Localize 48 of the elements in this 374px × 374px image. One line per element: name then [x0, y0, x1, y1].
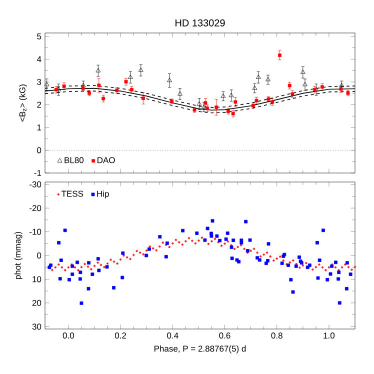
point — [142, 96, 145, 100]
y-tick-label: 1 — [37, 124, 42, 130]
x-axis-title: Phase, P = 2.88767(5) d — [154, 345, 246, 354]
y-tick-label: 4 — [36, 56, 42, 62]
point — [220, 93, 226, 98]
point — [80, 82, 86, 88]
y-tick-label: 0 — [37, 147, 42, 154]
y-tick-label: 5 — [37, 33, 42, 40]
x-tick-label: 1.0 — [324, 332, 335, 339]
y-tick-label: -20 — [30, 205, 42, 212]
point — [138, 68, 144, 72]
legend-label: DAO — [98, 157, 115, 164]
point — [214, 106, 218, 109]
point — [128, 74, 133, 79]
y-tick-label: 20 — [32, 300, 42, 306]
legend-label: Hip — [97, 190, 109, 199]
point — [56, 86, 61, 92]
chart-title: HD 133029 — [176, 19, 225, 26]
point — [266, 76, 270, 82]
point — [302, 82, 308, 86]
y-tick-label: 30 — [32, 324, 42, 330]
y-axis-title: <B$_{z}$> (kG) — [19, 84, 28, 122]
x-tick-label: 0.0 — [62, 332, 74, 339]
point — [256, 74, 261, 79]
legend-label: TESS — [61, 190, 84, 197]
y-tick-label: -10 — [30, 228, 42, 235]
point — [278, 54, 282, 57]
point — [196, 101, 202, 106]
point — [96, 68, 101, 72]
point — [167, 78, 172, 82]
point — [97, 84, 101, 88]
y-tick-label: -1 — [34, 170, 42, 176]
x-tick-label: 0.2 — [114, 332, 126, 339]
y-tick-label: 10 — [32, 276, 42, 282]
y-tick-label: 3 — [37, 78, 42, 85]
point — [300, 70, 306, 74]
x-tick-label: 0.4 — [167, 332, 178, 339]
point — [228, 92, 234, 98]
y-tick-label: -30 — [30, 181, 42, 188]
point — [177, 91, 182, 96]
legend-label: BL80 — [64, 157, 84, 164]
x-tick-label: 0.8 — [271, 332, 282, 339]
y-tick-label: 2 — [37, 102, 42, 108]
y-tick-label: 0 — [37, 252, 42, 259]
point — [44, 82, 50, 86]
x-tick-label: 0.6 — [219, 332, 230, 339]
point — [234, 100, 238, 104]
y-axis-title: phot (mmag) — [14, 232, 22, 280]
